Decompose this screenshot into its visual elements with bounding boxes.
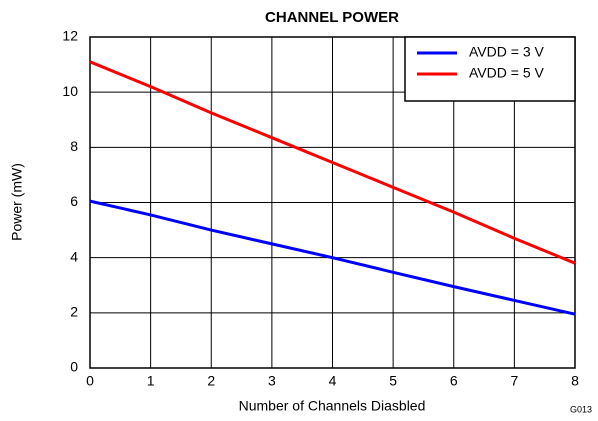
- y-tick-label: 8: [70, 138, 78, 154]
- y-tick-label: 12: [62, 28, 78, 44]
- x-axis-label: Number of Channels Diasbled: [239, 398, 426, 414]
- x-tick-label: 5: [389, 373, 397, 389]
- x-tick-label: 0: [86, 373, 94, 389]
- x-tick-label: 4: [329, 373, 337, 389]
- y-tick-label: 0: [70, 359, 78, 375]
- series-line: [89, 60, 576, 265]
- x-tick-label: 7: [510, 373, 518, 389]
- legend-label: AVDD = 3 V: [469, 44, 544, 60]
- y-tick-label: 4: [70, 248, 78, 264]
- x-tick-label: 6: [450, 373, 458, 389]
- legend-label: AVDD = 5 V: [469, 65, 544, 81]
- x-tick-label: 1: [147, 373, 155, 389]
- y-tick-label: 2: [70, 304, 78, 320]
- x-tick-label: 8: [571, 373, 579, 389]
- y-axis-label: Power (mW): [9, 163, 25, 241]
- y-tick-label: 6: [70, 193, 78, 209]
- y-tick-label: 10: [62, 83, 78, 99]
- annotation: G013: [570, 404, 592, 414]
- legend-box: [404, 36, 576, 102]
- x-tick-label: 2: [207, 373, 215, 389]
- chart-title: CHANNEL POWER: [265, 9, 399, 26]
- series-line: [89, 199, 576, 316]
- x-tick-label: 3: [268, 373, 276, 389]
